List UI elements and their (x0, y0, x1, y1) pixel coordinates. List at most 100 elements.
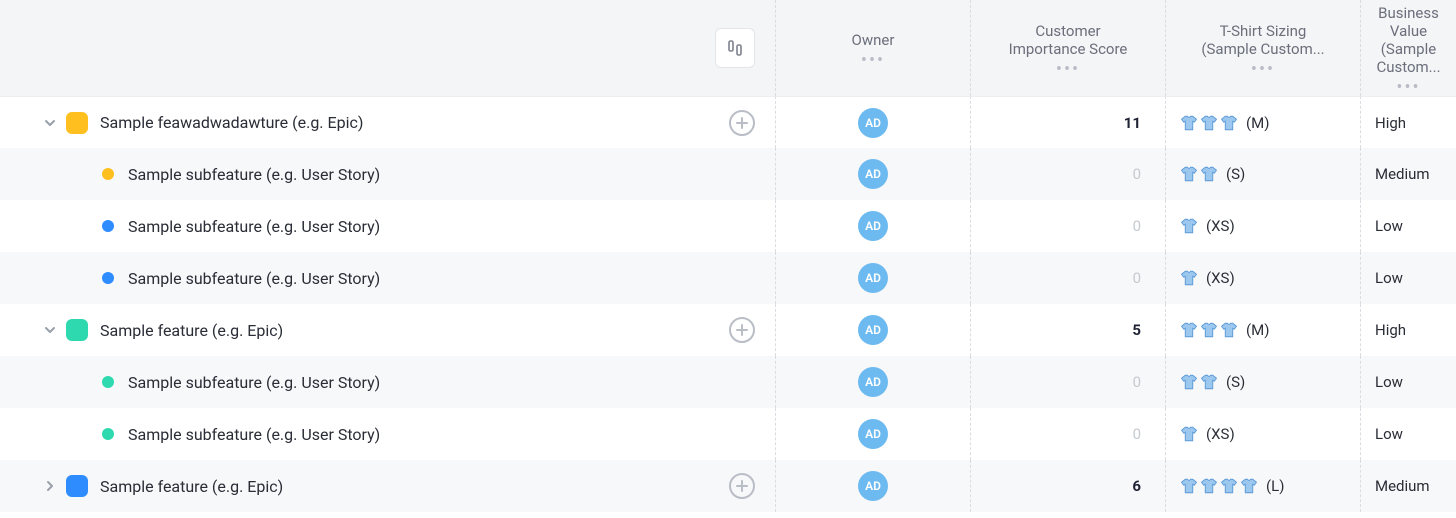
expand-toggle[interactable] (40, 476, 60, 496)
tshirt-cell[interactable]: (XS) (1165, 408, 1360, 460)
tshirt-icon (1180, 373, 1198, 391)
add-child-button[interactable] (729, 473, 755, 499)
owner-cell[interactable]: AD (775, 148, 970, 200)
tshirt-icon (1220, 477, 1238, 495)
story-color-icon (102, 428, 114, 440)
tshirt-size-label: (XS) (1206, 269, 1235, 287)
table-row-main[interactable]: Sample subfeature (e.g. User Story) (0, 148, 775, 200)
header-bizvalue-menu-icon[interactable]: ••• (1396, 84, 1420, 92)
score-value: 0 (1133, 165, 1141, 183)
tshirt-icon (1180, 217, 1198, 235)
expand-toggle[interactable] (40, 320, 60, 340)
header-tshirt-menu-icon[interactable]: ••• (1251, 66, 1275, 74)
row-title[interactable]: Sample subfeature (e.g. User Story) (128, 425, 380, 444)
tshirt-icon (1200, 321, 1218, 339)
table-row-main[interactable]: Sample subfeature (e.g. User Story) (0, 252, 775, 304)
tshirt-size-label: (S) (1226, 165, 1245, 183)
expand-toggle[interactable] (40, 113, 60, 133)
table-row-main[interactable]: Sample subfeature (e.g. User Story) (0, 356, 775, 408)
header-main-cell (0, 0, 775, 96)
bizvalue-cell[interactable]: Medium (1360, 460, 1456, 512)
header-score[interactable]: Customer Importance Score ••• (970, 0, 1165, 96)
bizvalue-cell[interactable]: Low (1360, 252, 1456, 304)
owner-cell[interactable]: AD (775, 460, 970, 512)
tshirt-size-label: (M) (1246, 114, 1269, 132)
epic-color-icon (66, 319, 88, 341)
score-value: 0 (1133, 269, 1141, 287)
tshirt-cell[interactable]: (S) (1165, 148, 1360, 200)
header-score-menu-icon[interactable]: ••• (1056, 66, 1080, 74)
tshirt-icon (1240, 477, 1258, 495)
owner-avatar[interactable]: AD (858, 315, 888, 345)
tshirt-icon (1180, 269, 1198, 287)
row-title[interactable]: Sample subfeature (e.g. User Story) (128, 269, 380, 288)
owner-avatar[interactable]: AD (858, 159, 888, 189)
owner-avatar[interactable]: AD (858, 108, 888, 138)
header-tshirt[interactable]: T-Shirt Sizing (Sample Custom... ••• (1165, 0, 1360, 96)
header-owner-menu-icon[interactable]: ••• (861, 57, 885, 65)
tshirt-cell[interactable]: (L) (1165, 460, 1360, 512)
row-title[interactable]: Sample feature (e.g. Epic) (100, 321, 283, 340)
row-title[interactable]: Sample subfeature (e.g. User Story) (128, 165, 380, 184)
bizvalue-cell[interactable]: High (1360, 304, 1456, 356)
add-child-button[interactable] (729, 317, 755, 343)
tshirt-cell[interactable]: (M) (1165, 96, 1360, 148)
story-color-icon (102, 168, 114, 180)
header-tshirt-label: T-Shirt Sizing (Sample Custom... (1201, 22, 1324, 58)
score-value: 6 (1132, 477, 1141, 495)
header-owner-label: Owner (852, 31, 895, 49)
bizvalue-label: Low (1375, 269, 1403, 287)
header-owner[interactable]: Owner ••• (775, 0, 970, 96)
bizvalue-cell[interactable]: Low (1360, 356, 1456, 408)
row-title[interactable]: Sample subfeature (e.g. User Story) (128, 373, 380, 392)
tshirt-cell[interactable]: (XS) (1165, 252, 1360, 304)
bizvalue-cell[interactable]: Medium (1360, 148, 1456, 200)
table-row-main[interactable]: Sample feature (e.g. Epic) (0, 304, 775, 356)
bizvalue-cell[interactable]: Low (1360, 408, 1456, 460)
owner-avatar[interactable]: AD (858, 471, 888, 501)
score-cell[interactable]: 11 (970, 96, 1165, 148)
table-row-main[interactable]: Sample subfeature (e.g. User Story) (0, 408, 775, 460)
owner-avatar[interactable]: AD (858, 367, 888, 397)
owner-avatar[interactable]: AD (858, 211, 888, 241)
score-cell[interactable]: 0 (970, 408, 1165, 460)
header-score-label: Customer Importance Score (1009, 22, 1128, 58)
sort-button[interactable] (715, 28, 755, 68)
score-cell[interactable]: 0 (970, 252, 1165, 304)
table-row-main[interactable]: Sample feature (e.g. Epic) (0, 460, 775, 512)
score-value: 0 (1133, 425, 1141, 443)
table-row-main[interactable]: Sample feawadwadawture (e.g. Epic) (0, 96, 775, 148)
tshirt-cell[interactable]: (M) (1165, 304, 1360, 356)
header-bizvalue[interactable]: Business Value (Sample Custom... ••• (1360, 0, 1456, 96)
bizvalue-cell[interactable]: High (1360, 96, 1456, 148)
owner-cell[interactable]: AD (775, 304, 970, 356)
story-color-icon (102, 220, 114, 232)
owner-cell[interactable]: AD (775, 408, 970, 460)
row-title[interactable]: Sample feawadwadawture (e.g. Epic) (100, 113, 363, 132)
score-value: 5 (1132, 321, 1141, 339)
owner-avatar[interactable]: AD (858, 419, 888, 449)
score-cell[interactable]: 0 (970, 200, 1165, 252)
score-cell[interactable]: 5 (970, 304, 1165, 356)
row-title[interactable]: Sample feature (e.g. Epic) (100, 477, 283, 496)
add-child-button[interactable] (729, 110, 755, 136)
owner-cell[interactable]: AD (775, 96, 970, 148)
owner-avatar[interactable]: AD (858, 263, 888, 293)
bizvalue-label: Low (1375, 373, 1403, 391)
bizvalue-cell[interactable]: Low (1360, 200, 1456, 252)
tshirt-cell[interactable]: (XS) (1165, 200, 1360, 252)
tshirt-size-label: (L) (1266, 477, 1284, 495)
tshirt-size-label: (S) (1226, 373, 1245, 391)
tshirt-icon (1180, 425, 1198, 443)
owner-cell[interactable]: AD (775, 356, 970, 408)
score-cell[interactable]: 6 (970, 460, 1165, 512)
tshirt-cell[interactable]: (S) (1165, 356, 1360, 408)
owner-cell[interactable]: AD (775, 200, 970, 252)
score-cell[interactable]: 0 (970, 356, 1165, 408)
owner-cell[interactable]: AD (775, 252, 970, 304)
score-cell[interactable]: 0 (970, 148, 1165, 200)
row-title[interactable]: Sample subfeature (e.g. User Story) (128, 217, 380, 236)
tshirt-icon (1180, 165, 1198, 183)
table-row-main[interactable]: Sample subfeature (e.g. User Story) (0, 200, 775, 252)
tshirt-size-label: (XS) (1206, 425, 1235, 443)
